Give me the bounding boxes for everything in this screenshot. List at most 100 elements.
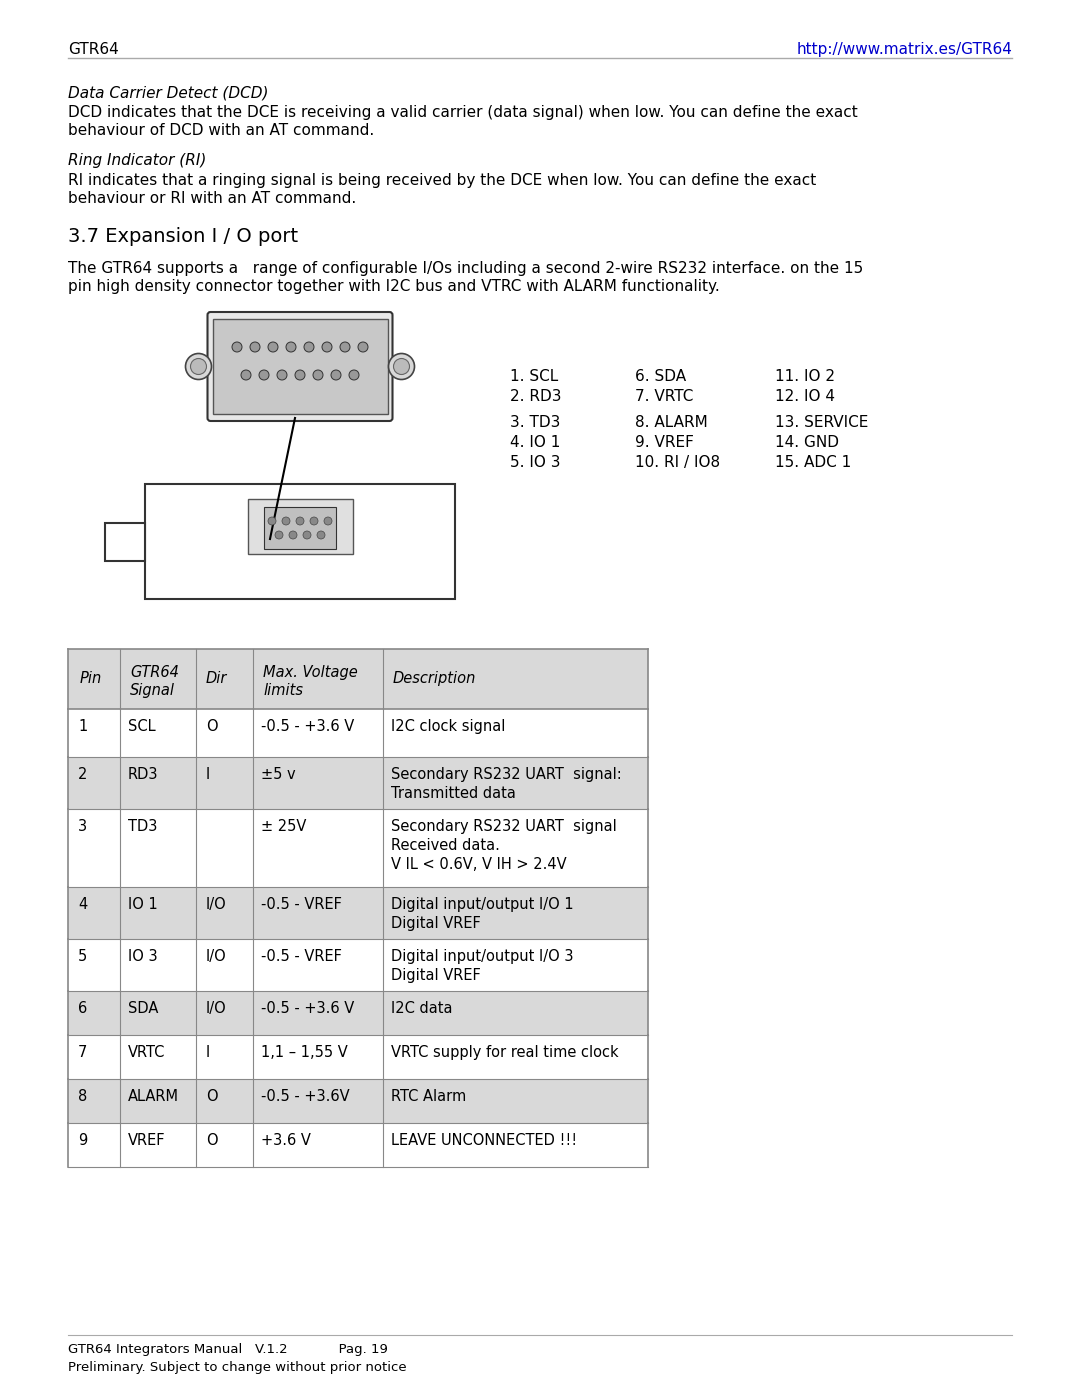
Text: VREF: VREF (129, 1133, 165, 1148)
Text: pin high density connector together with I2C bus and VTRC with ALARM functionali: pin high density connector together with… (68, 279, 719, 293)
Text: ALARM: ALARM (129, 1090, 179, 1104)
Circle shape (186, 353, 212, 380)
Text: IO 3: IO 3 (129, 949, 158, 964)
Text: 15. ADC 1: 15. ADC 1 (775, 455, 851, 469)
Text: I/O: I/O (206, 1002, 227, 1016)
Circle shape (276, 370, 287, 380)
Text: Description: Description (393, 671, 476, 686)
Text: O: O (206, 1133, 218, 1148)
Text: Ring Indicator (RI): Ring Indicator (RI) (68, 154, 206, 168)
Circle shape (289, 531, 297, 539)
Circle shape (241, 370, 251, 380)
Text: I2C clock signal: I2C clock signal (391, 719, 505, 733)
Text: 10. RI / IO8: 10. RI / IO8 (635, 455, 720, 469)
Text: I/O: I/O (206, 897, 227, 912)
Circle shape (282, 517, 291, 525)
Text: V IL < 0.6V, V IH > 2.4V: V IL < 0.6V, V IH > 2.4V (391, 856, 567, 872)
Bar (247, 499, 352, 555)
Text: 1. SCL: 1. SCL (510, 369, 558, 384)
Circle shape (340, 342, 350, 352)
Text: 7: 7 (78, 1045, 87, 1060)
Circle shape (259, 370, 269, 380)
Circle shape (296, 517, 303, 525)
Bar (68, 650, 648, 710)
Text: O: O (206, 719, 218, 733)
Text: 1,1 – 1,55 V: 1,1 – 1,55 V (261, 1045, 348, 1060)
Circle shape (357, 342, 368, 352)
Text: 8: 8 (78, 1090, 87, 1104)
Text: 4. IO 1: 4. IO 1 (510, 434, 561, 450)
Bar (68, 990, 648, 1035)
Text: Digital VREF: Digital VREF (391, 968, 481, 983)
Text: 2. RD3: 2. RD3 (510, 388, 562, 404)
Text: SDA: SDA (129, 1002, 159, 1016)
Text: Secondary RS232 UART  signal:: Secondary RS232 UART signal: (391, 767, 622, 782)
Text: GTR64 Integrators Manual   V.1.2            Pag. 19: GTR64 Integrators Manual V.1.2 Pag. 19 (68, 1343, 388, 1356)
Circle shape (303, 531, 311, 539)
Text: Transmitted data: Transmitted data (391, 787, 516, 800)
Text: Pin: Pin (80, 671, 103, 686)
Circle shape (322, 342, 332, 352)
Text: 14. GND: 14. GND (775, 434, 839, 450)
Text: 3: 3 (78, 819, 87, 834)
Text: +3.6 V: +3.6 V (261, 1133, 311, 1148)
Bar (264, 507, 336, 549)
Bar (68, 757, 648, 809)
Circle shape (389, 353, 415, 380)
Circle shape (310, 517, 318, 525)
Text: behaviour of DCD with an AT command.: behaviour of DCD with an AT command. (68, 123, 375, 138)
Text: 1: 1 (78, 719, 87, 733)
Bar (68, 1035, 648, 1078)
Text: Preliminary. Subject to change without prior notice: Preliminary. Subject to change without p… (68, 1361, 407, 1375)
Bar (68, 887, 648, 939)
Text: 3. TD3: 3. TD3 (510, 415, 561, 430)
Text: 6. SDA: 6. SDA (635, 369, 686, 384)
Circle shape (249, 342, 260, 352)
Text: -0.5 - +3.6 V: -0.5 - +3.6 V (261, 719, 354, 733)
Text: 9: 9 (78, 1133, 87, 1148)
Text: RD3: RD3 (129, 767, 159, 782)
Text: http://www.matrix.es/GTR64: http://www.matrix.es/GTR64 (796, 42, 1012, 57)
Text: GTR64: GTR64 (68, 42, 119, 57)
Circle shape (313, 370, 323, 380)
Text: 3.7 Expansion I / O port: 3.7 Expansion I / O port (68, 226, 298, 246)
Text: 12. IO 4: 12. IO 4 (775, 388, 835, 404)
Text: -0.5 - VREF: -0.5 - VREF (261, 949, 342, 964)
Text: RI indicates that a ringing signal is being received by the DCE when low. You ca: RI indicates that a ringing signal is be… (68, 173, 816, 189)
Text: Received data.: Received data. (391, 838, 500, 854)
Text: 2: 2 (78, 767, 87, 782)
Text: 13. SERVICE: 13. SERVICE (775, 415, 868, 430)
Text: DCD indicates that the DCE is receiving a valid carrier (data signal) when low. : DCD indicates that the DCE is receiving … (68, 105, 858, 120)
Text: O: O (206, 1090, 218, 1104)
Text: 5: 5 (78, 949, 87, 964)
Text: RTC Alarm: RTC Alarm (391, 1090, 467, 1104)
Bar (68, 1078, 648, 1123)
Text: SCL: SCL (129, 719, 156, 733)
Circle shape (318, 531, 325, 539)
Text: 11. IO 2: 11. IO 2 (775, 369, 835, 384)
Text: -0.5 - +3.6V: -0.5 - +3.6V (261, 1090, 350, 1104)
Circle shape (330, 370, 341, 380)
Text: Signal: Signal (130, 683, 175, 698)
Text: limits: limits (264, 683, 303, 698)
Text: behaviour or RI with an AT command.: behaviour or RI with an AT command. (68, 191, 356, 205)
Circle shape (295, 370, 305, 380)
Bar (68, 1123, 648, 1166)
Text: Secondary RS232 UART  signal: Secondary RS232 UART signal (391, 819, 617, 834)
Circle shape (232, 342, 242, 352)
Circle shape (268, 517, 276, 525)
Bar (213, 319, 388, 414)
Text: Digital VREF: Digital VREF (391, 916, 481, 930)
Text: -0.5 - +3.6 V: -0.5 - +3.6 V (261, 1002, 354, 1016)
Circle shape (349, 370, 359, 380)
Bar (68, 939, 648, 990)
Text: I: I (206, 1045, 211, 1060)
Text: Digital input/output I/O 1: Digital input/output I/O 1 (391, 897, 573, 912)
Text: ± 25V: ± 25V (261, 819, 307, 834)
Text: GTR64: GTR64 (130, 665, 179, 680)
Text: IO 1: IO 1 (129, 897, 158, 912)
FancyBboxPatch shape (207, 312, 392, 420)
Text: Data Carrier Detect (DCD): Data Carrier Detect (DCD) (68, 85, 269, 101)
Circle shape (190, 359, 206, 374)
Text: -0.5 - VREF: -0.5 - VREF (261, 897, 342, 912)
